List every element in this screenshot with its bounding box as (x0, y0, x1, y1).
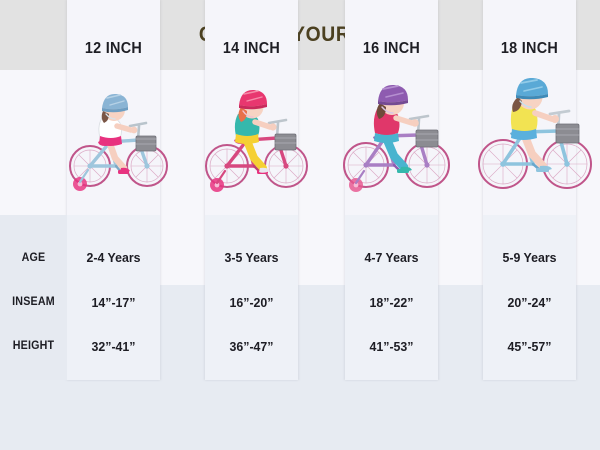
cell-age-18-inch: 5-9 Years (502, 250, 557, 265)
row-label-column (0, 215, 67, 380)
cell-inseam-18-inch: 20”-24” (507, 295, 552, 310)
cell-age-16-inch: 4-7 Years (364, 250, 419, 265)
column-heading-16-inch: 16 INCH (362, 40, 421, 57)
card-lower-tint (205, 215, 298, 380)
row-label-age: AGE (21, 252, 46, 264)
bike-illustration-14-inch (196, 78, 316, 203)
row-label-inseam: INSEAM (12, 296, 55, 308)
bike-illustration-12-inch (58, 78, 178, 203)
column-heading-18-inch: 18 INCH (500, 40, 559, 57)
bike-illustration-18-inch (474, 78, 594, 203)
cell-age-14-inch: 3-5 Years (224, 250, 279, 265)
cell-inseam-12-inch: 14”-17” (91, 295, 136, 310)
card-lower-tint (345, 215, 438, 380)
cell-inseam-16-inch: 18”-22” (369, 295, 414, 310)
card-lower-tint (483, 215, 576, 380)
cell-height-14-inch: 36”-47” (229, 339, 274, 354)
bike-illustration-16-inch (336, 78, 456, 203)
column-heading-12-inch: 12 INCH (84, 40, 143, 57)
cell-inseam-14-inch: 16”-20” (229, 295, 274, 310)
size-column-card-18-inch[interactable] (483, 0, 576, 380)
cell-height-18-inch: 45”-57” (507, 339, 552, 354)
cell-height-16-inch: 41”-53” (369, 339, 414, 354)
card-lower-tint (67, 215, 160, 380)
cell-age-12-inch: 2-4 Years (86, 250, 141, 265)
row-label-height: HEIGHT (12, 340, 55, 352)
cell-height-12-inch: 32”-41” (91, 339, 136, 354)
size-column-card-14-inch[interactable] (205, 0, 298, 380)
column-heading-14-inch: 14 INCH (222, 40, 281, 57)
